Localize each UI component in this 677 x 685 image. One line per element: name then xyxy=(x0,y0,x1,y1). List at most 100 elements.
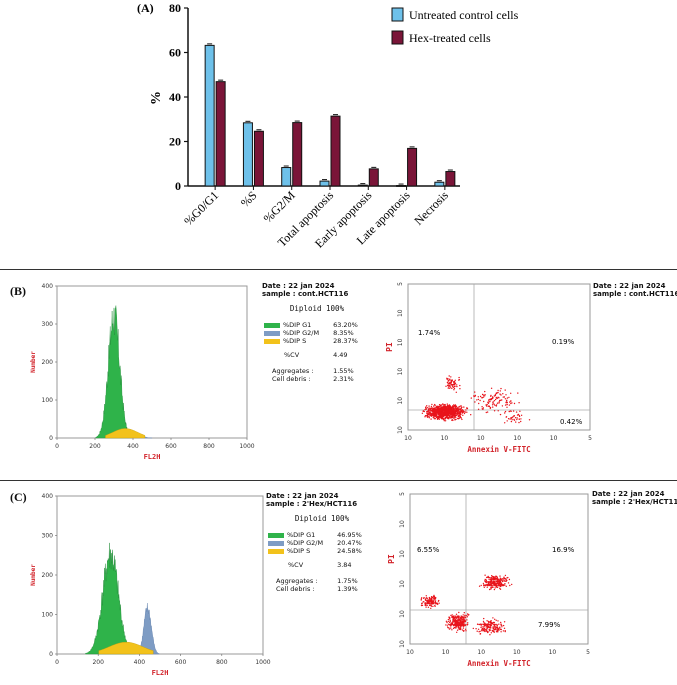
event-dot xyxy=(461,622,464,625)
dot-x-tick-label: 10 xyxy=(406,649,414,656)
event-dot xyxy=(459,405,461,408)
event-dot xyxy=(488,628,490,631)
event-dot xyxy=(498,623,500,625)
event-dot xyxy=(450,380,452,382)
event-dot xyxy=(490,398,492,400)
event-dot xyxy=(506,401,508,404)
event-dot xyxy=(428,417,430,419)
event-dot xyxy=(505,416,508,418)
row-agg-c: Aggregates : 1.75% xyxy=(266,569,364,585)
event-dot xyxy=(455,613,458,615)
event-dot xyxy=(492,617,494,619)
event-dot xyxy=(488,399,490,401)
event-dot xyxy=(503,621,506,623)
event-dot xyxy=(474,391,476,393)
dot-x-tick-label: 10 xyxy=(442,649,450,656)
event-dot xyxy=(448,415,450,417)
info-box-b: Date : 22 jan 2024 sample : cont.HCT116 … xyxy=(262,282,372,383)
event-dot xyxy=(432,407,434,409)
event-dot xyxy=(444,410,446,413)
event-dot xyxy=(496,582,498,584)
event-dot xyxy=(429,597,431,600)
event-dot xyxy=(453,620,456,622)
event-dot xyxy=(453,415,455,417)
separator-top xyxy=(0,269,677,270)
event-dot xyxy=(466,619,468,621)
event-dot xyxy=(506,397,509,399)
bar-untreated xyxy=(204,44,215,187)
g1-swatch-b xyxy=(264,322,280,328)
debris-label-c: Cell debris : xyxy=(276,585,315,593)
event-dot xyxy=(481,397,483,399)
event-dot xyxy=(506,406,508,408)
event-dot xyxy=(509,418,511,420)
event-dot xyxy=(467,613,469,615)
event-dot xyxy=(453,414,456,416)
event-dot xyxy=(493,400,496,402)
event-dot xyxy=(461,409,464,411)
event-dot xyxy=(494,398,497,401)
event-dot xyxy=(478,631,480,633)
g1-swatch-c xyxy=(268,532,284,538)
event-dot xyxy=(451,419,453,421)
event-dot xyxy=(451,415,453,417)
event-dot xyxy=(505,394,507,396)
dot-x-axis-title: Annexin V-FITC xyxy=(467,445,530,454)
event-dot xyxy=(454,416,456,418)
event-dot xyxy=(503,627,506,629)
event-dot xyxy=(486,403,488,406)
event-dot xyxy=(445,624,447,626)
bar-hex xyxy=(330,115,341,187)
event-dot xyxy=(491,396,494,398)
event-dot xyxy=(483,586,485,588)
g1-label-b: %DIP G1 xyxy=(283,321,312,329)
bar-hex xyxy=(215,81,226,187)
event-dot xyxy=(434,605,436,607)
event-dot xyxy=(500,623,502,625)
event-dot xyxy=(458,622,460,625)
event-dot xyxy=(484,390,486,393)
event-dot xyxy=(484,394,486,396)
dot-frame xyxy=(409,493,589,645)
event-dot xyxy=(503,396,506,398)
event-dot xyxy=(490,395,492,397)
event-dot xyxy=(500,394,502,396)
event-dot xyxy=(520,420,522,423)
event-dot xyxy=(430,607,432,609)
event-dot xyxy=(456,407,459,409)
event-dot xyxy=(464,628,467,630)
event-dot xyxy=(440,417,442,420)
event-dot xyxy=(488,621,490,623)
separator-bottom xyxy=(0,480,677,481)
info-table-b: %DIP G1 63.20% %DIP G2/M 8.35% %DIP S 28.37… xyxy=(262,321,360,383)
dot-date-b: Date : 22 jan 2024 xyxy=(593,282,666,290)
event-dot xyxy=(428,600,430,602)
event-dot xyxy=(450,414,453,416)
event-dot xyxy=(474,401,476,403)
event-dot xyxy=(476,630,478,632)
event-dot xyxy=(453,617,456,619)
event-dot xyxy=(456,622,459,624)
legend-label-untreated: Untreated control cells xyxy=(409,8,519,22)
event-dot xyxy=(493,403,495,405)
event-dot xyxy=(497,580,499,583)
event-dot xyxy=(440,404,442,406)
bar-untreated xyxy=(434,181,445,187)
event-dot xyxy=(446,625,449,627)
event-dot xyxy=(499,587,501,589)
event-dot xyxy=(495,626,497,628)
event-dot xyxy=(497,585,499,587)
event-dot xyxy=(497,389,499,392)
event-dot xyxy=(483,622,485,624)
event-dot xyxy=(496,586,499,589)
event-dot xyxy=(453,404,455,406)
event-dot xyxy=(427,606,430,608)
event-dot xyxy=(455,414,458,417)
g2-label-c: %DIP G2/M xyxy=(287,539,324,547)
event-dot xyxy=(494,627,497,629)
event-dot xyxy=(492,577,495,579)
event-dot xyxy=(446,377,448,379)
event-dot xyxy=(433,414,435,417)
event-dot xyxy=(438,406,441,408)
cv-label-c: %CV xyxy=(288,561,304,569)
